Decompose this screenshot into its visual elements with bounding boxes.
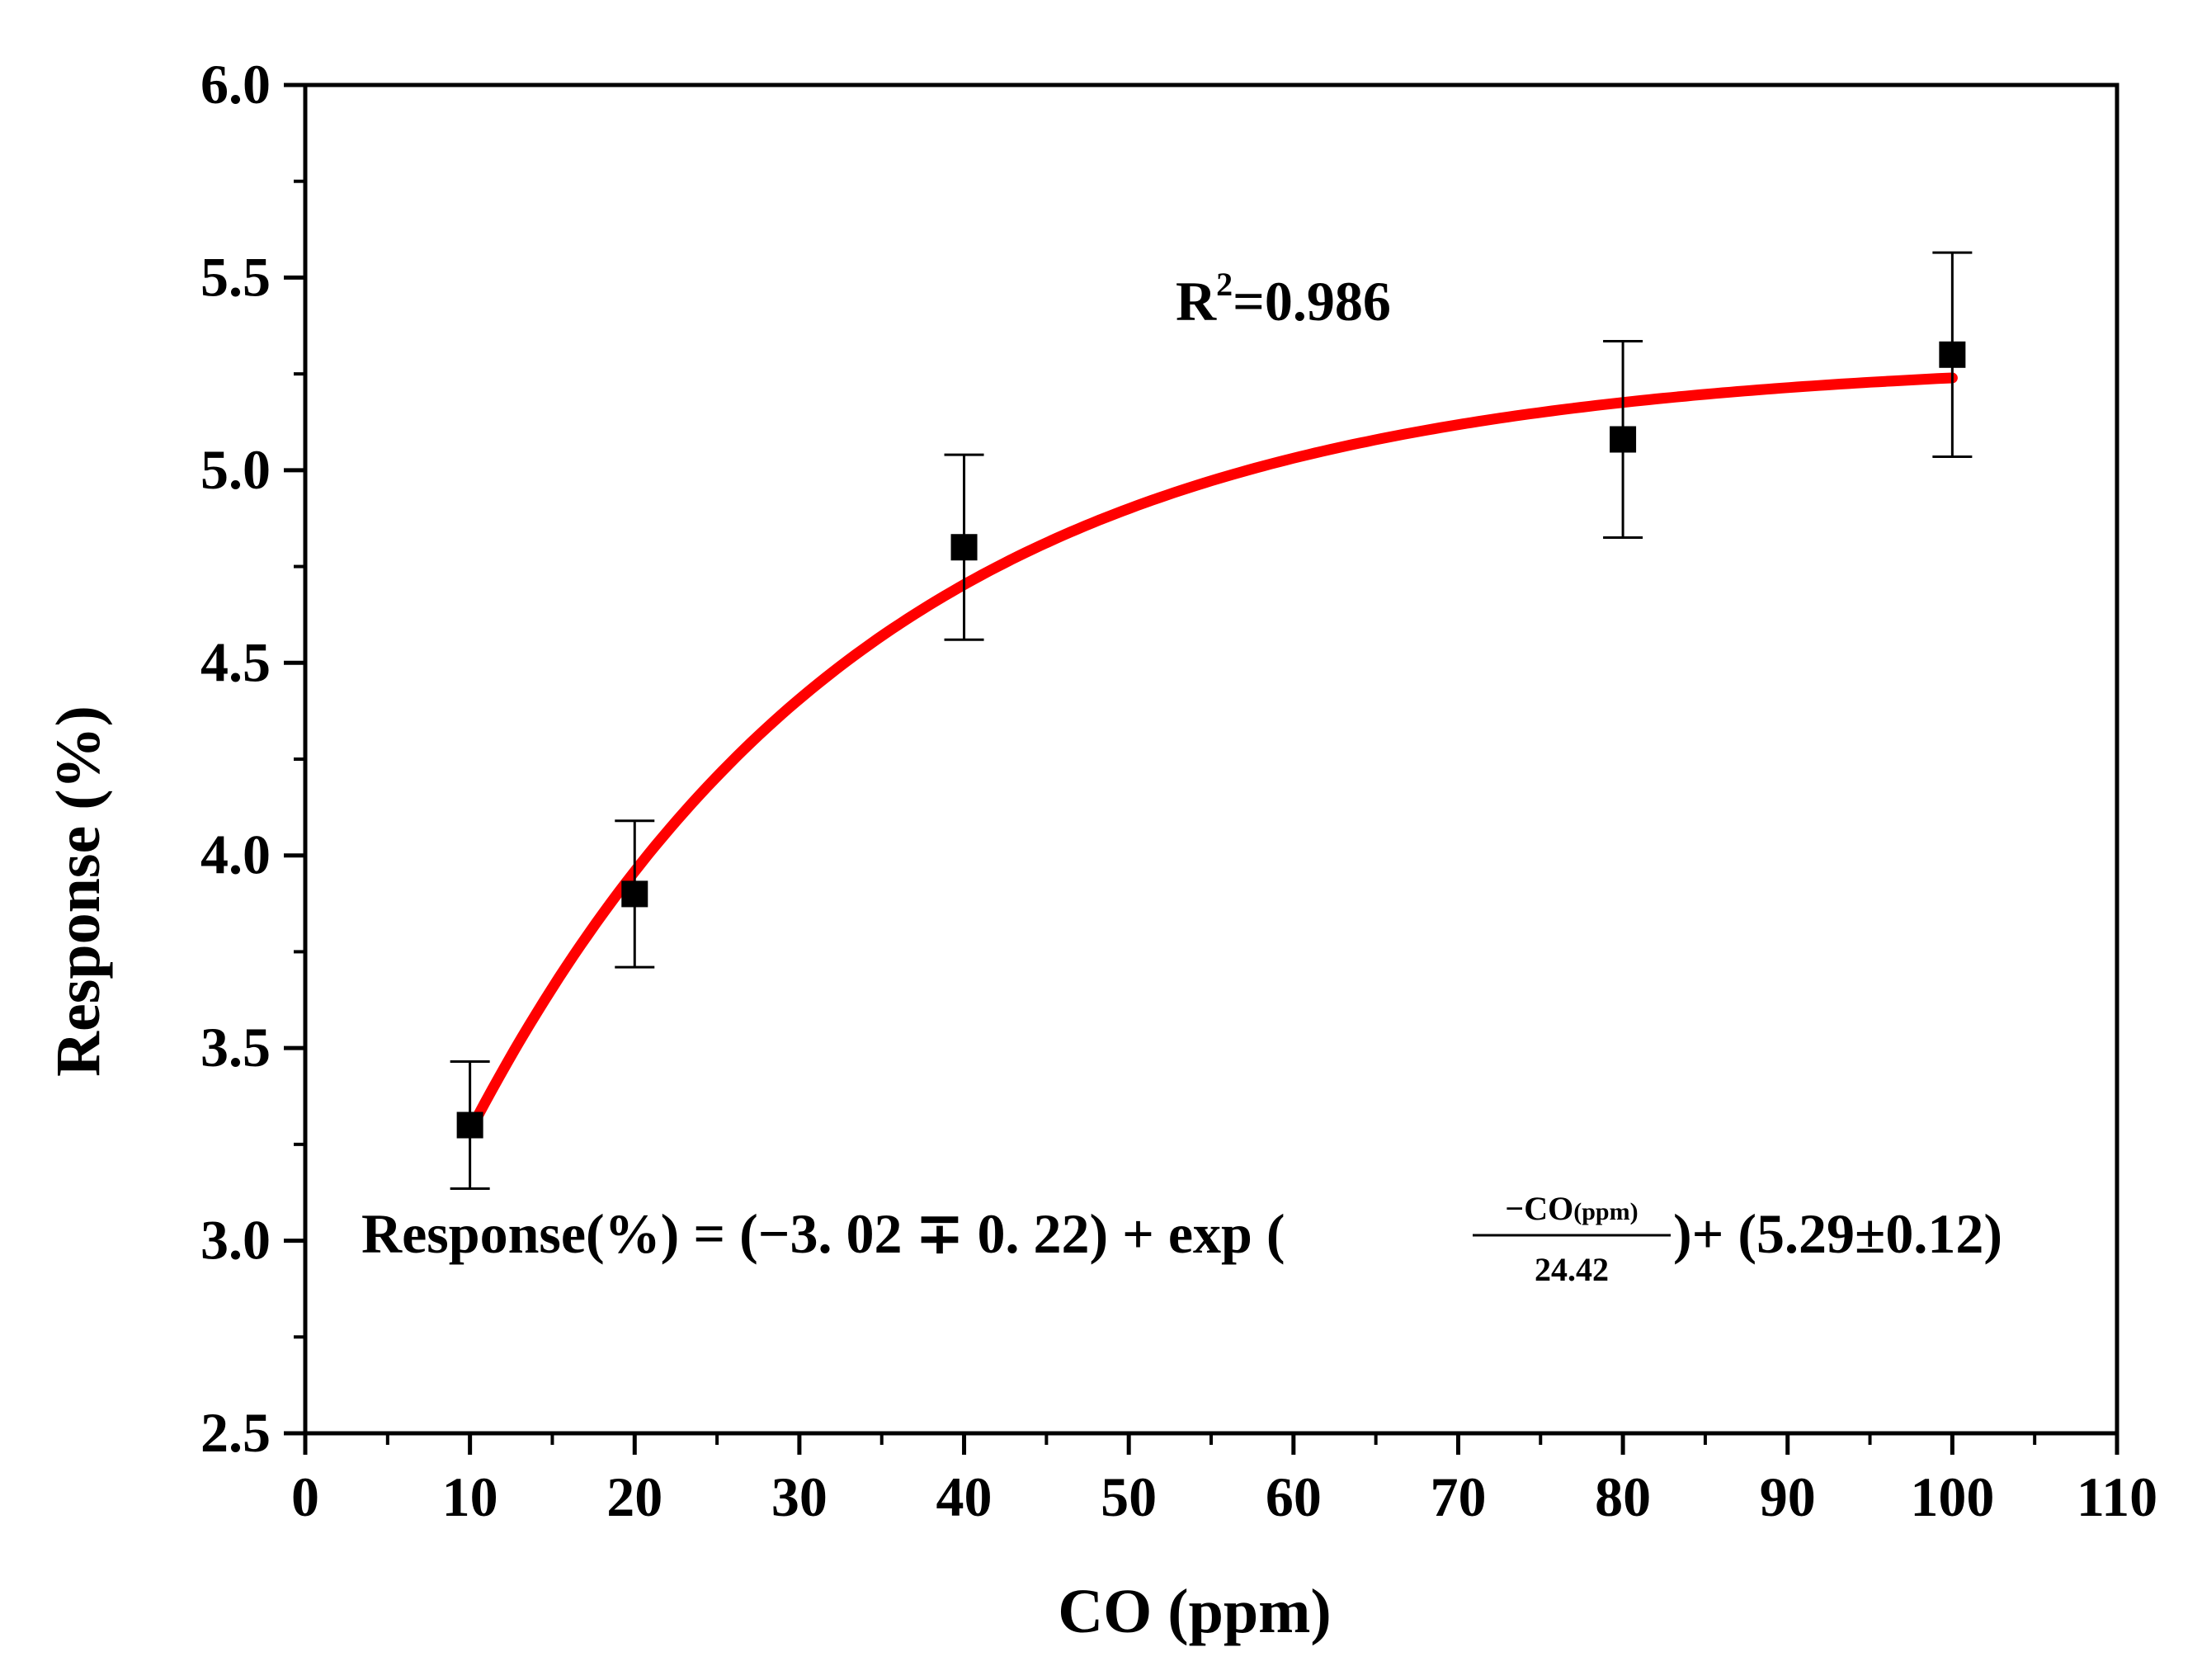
data-point xyxy=(950,534,978,561)
svg-text:−CO(ppm): −CO(ppm) xyxy=(1505,1190,1638,1227)
x-axis-tick-labels: 0 10 20 30 40 50 60 70 80 90 100 110 xyxy=(291,1465,2157,1528)
equation-numerator: −CO xyxy=(1505,1190,1573,1227)
y-tick-label: 4.0 xyxy=(200,823,271,886)
data-points xyxy=(456,341,1966,1139)
y-tick-label: 3.5 xyxy=(200,1016,271,1078)
x-tick-label: 10 xyxy=(442,1465,498,1528)
svg-text:Response(%) = (−3. 02 ∓ 0. 22): Response(%) = (−3. 02 ∓ 0. 22) + exp ( xyxy=(361,1202,1285,1265)
equation-denominator: 24.42 xyxy=(1535,1251,1609,1288)
x-tick-label: 20 xyxy=(606,1465,662,1528)
x-tick-label: 110 xyxy=(2077,1465,2157,1528)
equation-lhs: Response(%) = ( xyxy=(361,1202,758,1265)
r-squared-base: R xyxy=(1176,270,1217,333)
x-tick-label: 50 xyxy=(1101,1465,1157,1528)
y-axis-tick-labels: 2.5 3.0 3.5 4.0 4.5 5.0 5.5 6.0 xyxy=(200,53,271,1464)
y-tick-label: 3.0 xyxy=(200,1209,271,1272)
y-tick-label: 5.5 xyxy=(200,245,271,308)
r-squared-value: =0.986 xyxy=(1233,270,1391,333)
y-tick-label: 6.0 xyxy=(200,53,271,116)
x-axis-ticks xyxy=(303,1433,2119,1455)
r-squared-annotation: R2=0.986 xyxy=(1176,266,1391,333)
y-axis-title: Response (%) xyxy=(44,706,113,1077)
y-axis-ticks xyxy=(284,83,305,1436)
fit-curve xyxy=(464,372,1958,1137)
x-axis-title: CO (ppm) xyxy=(1058,1577,1331,1646)
x-tick-label: 80 xyxy=(1595,1465,1651,1528)
x-tick-label: 0 xyxy=(291,1465,319,1528)
x-tick-label: 70 xyxy=(1430,1465,1486,1528)
data-point xyxy=(1610,426,1637,453)
y-tick-label: 4.5 xyxy=(200,630,271,693)
fit-curve-layer xyxy=(464,372,1958,1137)
y-tick-label: 2.5 xyxy=(200,1401,271,1464)
data-point xyxy=(1939,341,1966,368)
data-point xyxy=(621,880,648,908)
x-tick-label: 100 xyxy=(1910,1465,1994,1528)
equation-amplitude: −3. 02 ∓ 0. 22 xyxy=(758,1202,1090,1265)
x-tick-label: 40 xyxy=(936,1465,993,1528)
equation-rhs: )+ (5.29±0.12) xyxy=(1673,1202,2002,1265)
y-tick-label: 5.0 xyxy=(200,438,271,501)
fit-equation: Response(%) = (−3. 02 ∓ 0. 22) + exp ( −… xyxy=(361,1190,2002,1288)
x-tick-label: 60 xyxy=(1266,1465,1322,1528)
r-squared-superscript: 2 xyxy=(1216,266,1233,303)
equation-mid: ) + exp ( xyxy=(1089,1202,1285,1265)
x-tick-label: 90 xyxy=(1760,1465,1816,1528)
x-tick-label: 30 xyxy=(771,1465,828,1528)
data-point xyxy=(456,1111,483,1139)
equation-numerator-sub: (ppm) xyxy=(1573,1198,1638,1225)
